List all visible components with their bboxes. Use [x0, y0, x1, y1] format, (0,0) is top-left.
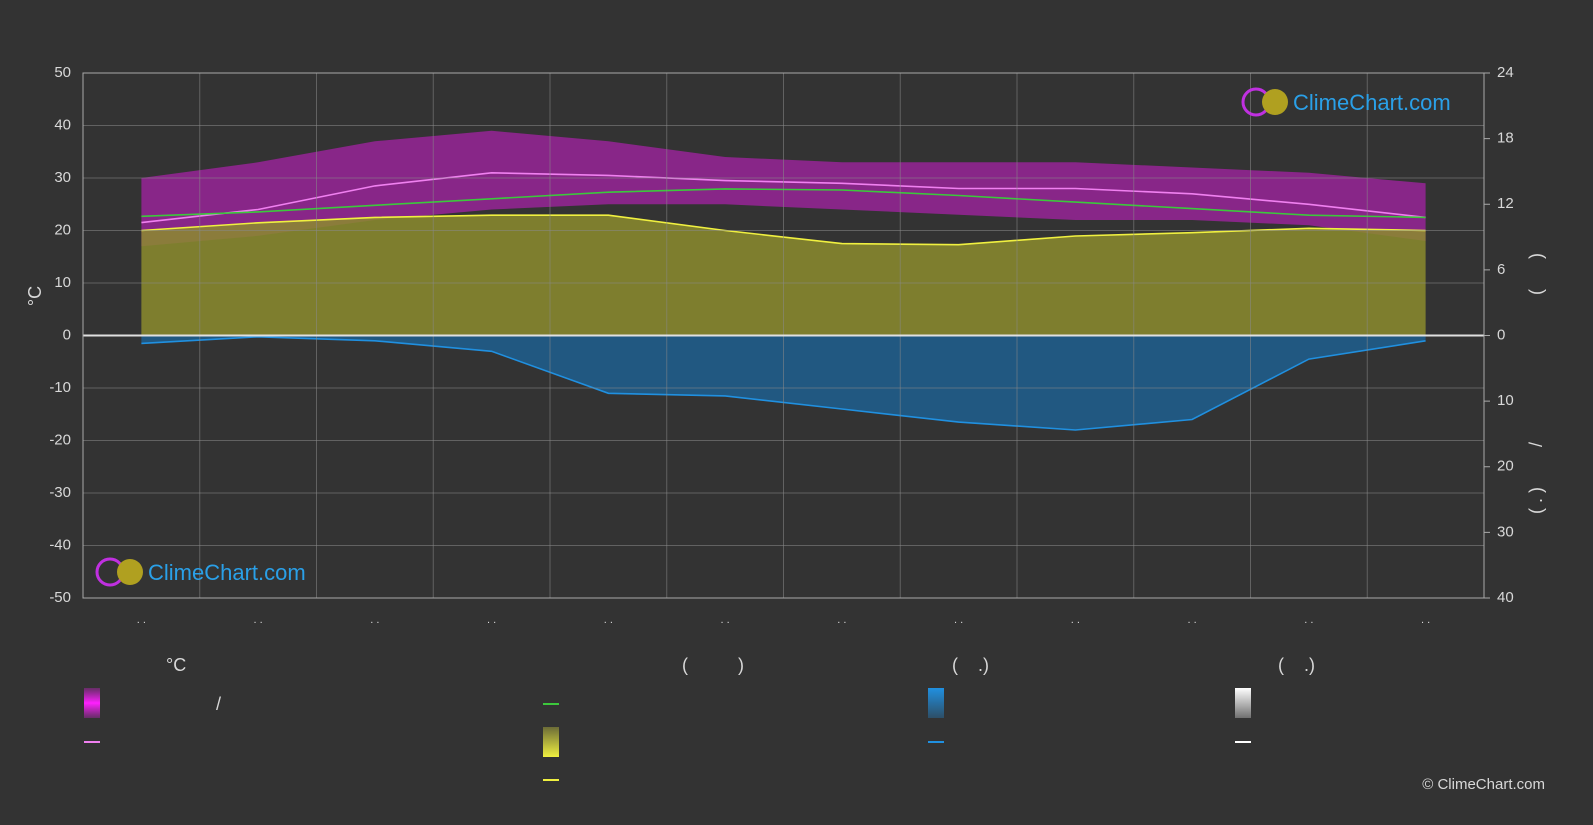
x-tick-label: . .: [137, 614, 146, 626]
legend-swatch: [928, 688, 944, 718]
y2-tick-label: 6: [1497, 261, 1505, 278]
y-tick-label: 10: [54, 274, 71, 291]
y3-tick-label: 20: [1497, 458, 1514, 475]
y2-axis-title: ( ): [1526, 253, 1546, 295]
y-tick-label: 20: [54, 221, 71, 238]
x-tick-label: . .: [1304, 614, 1313, 626]
x-tick-label: . .: [1421, 614, 1430, 626]
legend-heading: ( ): [682, 655, 744, 675]
y-tick-label: -40: [49, 536, 71, 553]
x-tick-label: . .: [254, 614, 263, 626]
plot-frame: [82, 72, 1485, 599]
y3-tick-label: 10: [1497, 392, 1514, 409]
legend-heading: ( .): [952, 655, 989, 675]
y2-tick-label: 0: [1497, 326, 1505, 343]
y-tick-label: -30: [49, 484, 71, 501]
legend-swatch: [543, 727, 559, 757]
logo-text: ClimeChart.com: [1293, 90, 1451, 115]
legend-label: /: [216, 694, 221, 714]
legend-heading: °C: [166, 655, 186, 675]
y2-tick-label: 18: [1497, 130, 1514, 147]
y-tick-label: 50: [54, 64, 71, 81]
logo: ClimeChart.com: [1241, 87, 1451, 117]
x-tick-label: . .: [487, 614, 496, 626]
x-tick-label: . .: [1188, 614, 1197, 626]
logo-icon: [117, 559, 143, 585]
legend-swatch: [1235, 688, 1251, 718]
legend-heading: ( .): [1278, 655, 1315, 675]
logo: ClimeChart.com: [95, 557, 306, 587]
y-tick-label: 30: [54, 169, 71, 186]
x-tick-label: . .: [604, 614, 613, 626]
y2-tick-label: 12: [1497, 195, 1514, 212]
legend: °C ( ) ( .) ( .) /: [84, 655, 1315, 781]
logo-icon: [1262, 89, 1288, 115]
y3-tick-label: 40: [1497, 589, 1514, 606]
x-tick-label: . .: [1071, 614, 1080, 626]
y-tick-label: 0: [63, 326, 71, 343]
y3-tick-label: 30: [1497, 523, 1514, 540]
x-tick-label: . .: [954, 614, 963, 626]
x-tick-label: . .: [370, 614, 379, 626]
y-tick-label: 40: [54, 116, 71, 133]
y3-axis-title: ( . ) /: [1526, 442, 1546, 514]
y2-tick-label: 24: [1497, 64, 1514, 81]
y-tick-label: -10: [49, 379, 71, 396]
y-tick-label: -20: [49, 431, 71, 448]
x-tick-label: . .: [837, 614, 846, 626]
x-tick-label: . .: [721, 614, 730, 626]
plot-area: 50 40 30 20 10 0 -10 -20 -30 -40 -50 24 18 12 6 0 10 20 30…: [49, 64, 1513, 626]
logo-text: ClimeChart.com: [148, 560, 306, 585]
y-tick-label: -50: [49, 589, 71, 606]
y-axis-title: °C: [25, 286, 45, 306]
legend-swatch: [84, 688, 100, 718]
footer: © ClimeChart.com: [1422, 776, 1545, 793]
